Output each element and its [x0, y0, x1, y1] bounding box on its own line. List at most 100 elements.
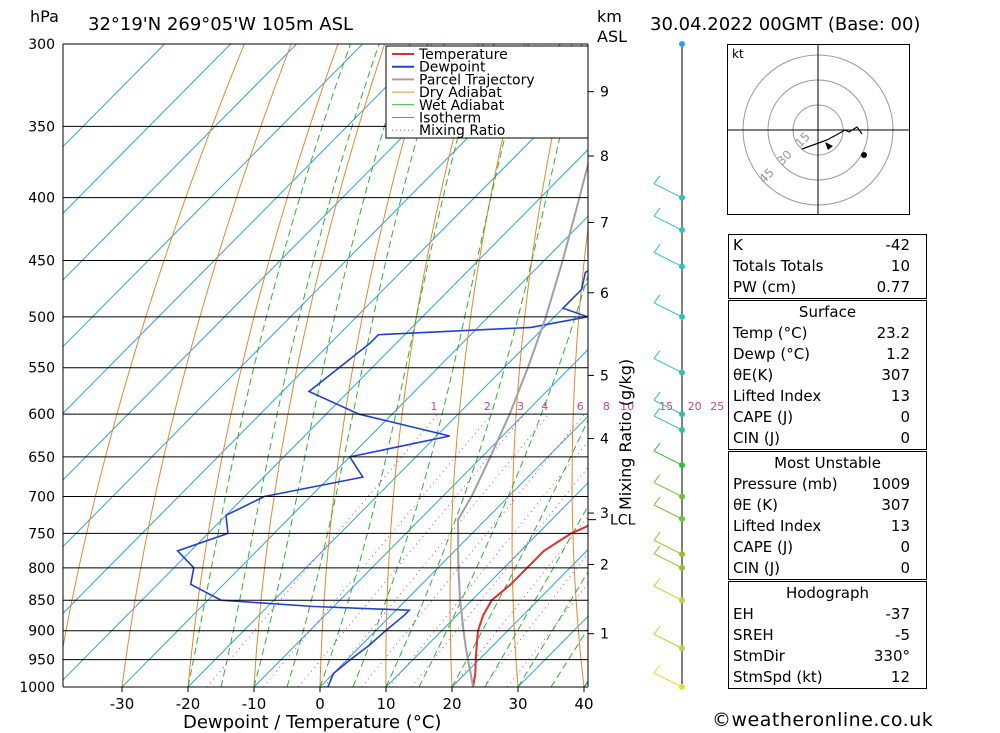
wind-level-dot: [679, 369, 685, 376]
surface-index-label: CAPE (J): [733, 408, 794, 426]
pressure-tick-label: 500: [28, 310, 55, 326]
surface-index-row: Lifted Index 13: [729, 386, 926, 407]
mixing-ratio-line: [323, 413, 550, 687]
wet-adiabat-line: [286, 44, 445, 687]
wind-barb: [653, 251, 683, 267]
unstable-index-row: Lifted Index 13: [729, 516, 926, 537]
general-index-value: -42: [885, 236, 911, 254]
wind-barb-flag: [653, 442, 661, 452]
height-tick-label: 4: [600, 432, 609, 448]
pressure-tick-label: 700: [28, 490, 55, 506]
dry-adiabat-line: [253, 44, 386, 687]
isotherm-line: [63, 44, 429, 414]
wind-level-dot: [679, 515, 685, 522]
surface-index-value: 1.2: [886, 345, 910, 363]
wind-barb: [653, 553, 683, 569]
copyright-footer[interactable]: ©weatheronline.co.uk: [712, 709, 934, 731]
wind-level-dot: [679, 551, 685, 558]
wind-barb-flag: [653, 407, 661, 417]
hodograph-index-row: SREH -5: [729, 625, 926, 646]
temperature-tick-label: 30: [508, 695, 527, 713]
dry-adiabat-line: [511, 44, 573, 687]
mixing-ratio-line: [506, 582, 588, 687]
general-index-label: Totals Totals: [733, 257, 824, 275]
pressure-tick-label: 900: [28, 624, 55, 640]
pressure-tick-label: 1000: [19, 680, 55, 696]
pressure-tick-label: 400: [28, 191, 55, 207]
wet-adiabat-line: [253, 44, 411, 687]
wind-barb: [653, 504, 683, 520]
height-tick-label: 9: [600, 85, 609, 101]
temperature-tick-label: -10: [242, 695, 267, 713]
hodograph-index-value: 330°: [873, 647, 910, 665]
general-index-row: K -42: [729, 235, 926, 256]
general-indices: K -42 Totals Totals 10 PW (cm) 0.77: [728, 234, 927, 299]
legend-item: Temperature: [418, 47, 508, 63]
unstable-index-value: 307: [881, 496, 910, 514]
height-tick-label: 5: [600, 368, 609, 384]
isotherm-line: [63, 44, 231, 214]
parcel-trajectory-series-line: [456, 160, 588, 687]
hodograph-index-value: -37: [885, 605, 911, 623]
dry-adiabat-line: [449, 44, 526, 687]
wind-barb-flag: [653, 207, 661, 217]
surface-index-label: θE(K): [733, 366, 774, 384]
unstable-index-value: 1009: [871, 475, 910, 493]
surface-index-value: 0: [900, 408, 910, 426]
mixing-ratio-tick-label: 20: [688, 400, 702, 413]
legend-item: Mixing Ratio: [419, 123, 505, 139]
isotherm-line: [451, 548, 588, 687]
isotherm-line: [253, 348, 588, 687]
hodograph-index-value: -5: [895, 626, 910, 644]
hodograph-index-label: EH: [733, 605, 754, 623]
hodograph-trace: [801, 126, 863, 150]
mixing-ratio-tick-label: 3: [517, 400, 524, 413]
pressure-tick-label: 750: [28, 526, 55, 542]
pressure-tick-label: 350: [28, 119, 55, 135]
general-index-value: 10: [890, 257, 910, 275]
wind-level-dot: [679, 227, 685, 234]
pressure-tick-label: 950: [28, 653, 55, 669]
wind-barb: [653, 672, 683, 688]
surface-index-label: Dewp (°C): [733, 345, 811, 363]
hodograph-index-row: StmDir 330°: [729, 646, 926, 667]
pressure-unit-label: hPa: [30, 7, 59, 26]
hodograph-index-value: 12: [890, 668, 910, 686]
height-tick-label: 6: [600, 286, 609, 302]
legend-item: Isotherm: [419, 111, 481, 127]
dry-adiabat-line: [319, 44, 432, 687]
hodograph-index-label: StmSpd (kt): [733, 668, 823, 686]
hodograph-title: Hodograph: [785, 584, 870, 602]
wind-level-dot: [679, 426, 685, 433]
height-unit-label-asl: ASL: [597, 27, 627, 46]
wind-barb-flag: [653, 545, 661, 555]
isotherm-line: [121, 215, 588, 687]
unstable-index-label: CAPE (J): [733, 538, 794, 556]
isotherm-line: [385, 482, 588, 687]
hodograph-index-row: StmSpd (kt) 12: [729, 667, 926, 688]
dry-adiabat-line: [687, 44, 717, 687]
wind-level-dot: [679, 411, 685, 418]
surface-title: Surface: [798, 303, 857, 321]
mixing-ratio-tick-label: 2: [484, 400, 491, 413]
wind-barb-flag: [653, 474, 661, 483]
wind-level-dot: [679, 194, 685, 201]
unstable-index-value: 0: [900, 538, 910, 556]
mixing-ratio-tick-label: 10: [620, 400, 634, 413]
temperature-tick-label: 40: [574, 695, 593, 713]
temperature-series-line: [472, 523, 588, 687]
wind-level-dot: [679, 462, 685, 469]
pressure-tick-label: 300: [28, 37, 55, 53]
dry-adiabat-line: [945, 44, 1000, 687]
wind-level-dot: [679, 597, 685, 604]
general-index-label: PW (cm): [733, 278, 797, 296]
dry-adiabat-line: [571, 224, 588, 687]
height-tick-label: 3: [600, 506, 609, 522]
legend-item: Parcel Trajectory: [419, 72, 535, 88]
wind-level-dot: [679, 684, 685, 690]
datetime-title: 30.04.2022 00GMT (Base: 00): [650, 14, 920, 35]
temperature-tick-label: 20: [442, 695, 461, 713]
wind-barb: [653, 633, 683, 649]
x-axis-label: Dewpoint / Temperature (°C): [183, 712, 441, 733]
wind-level-dot: [679, 41, 685, 47]
